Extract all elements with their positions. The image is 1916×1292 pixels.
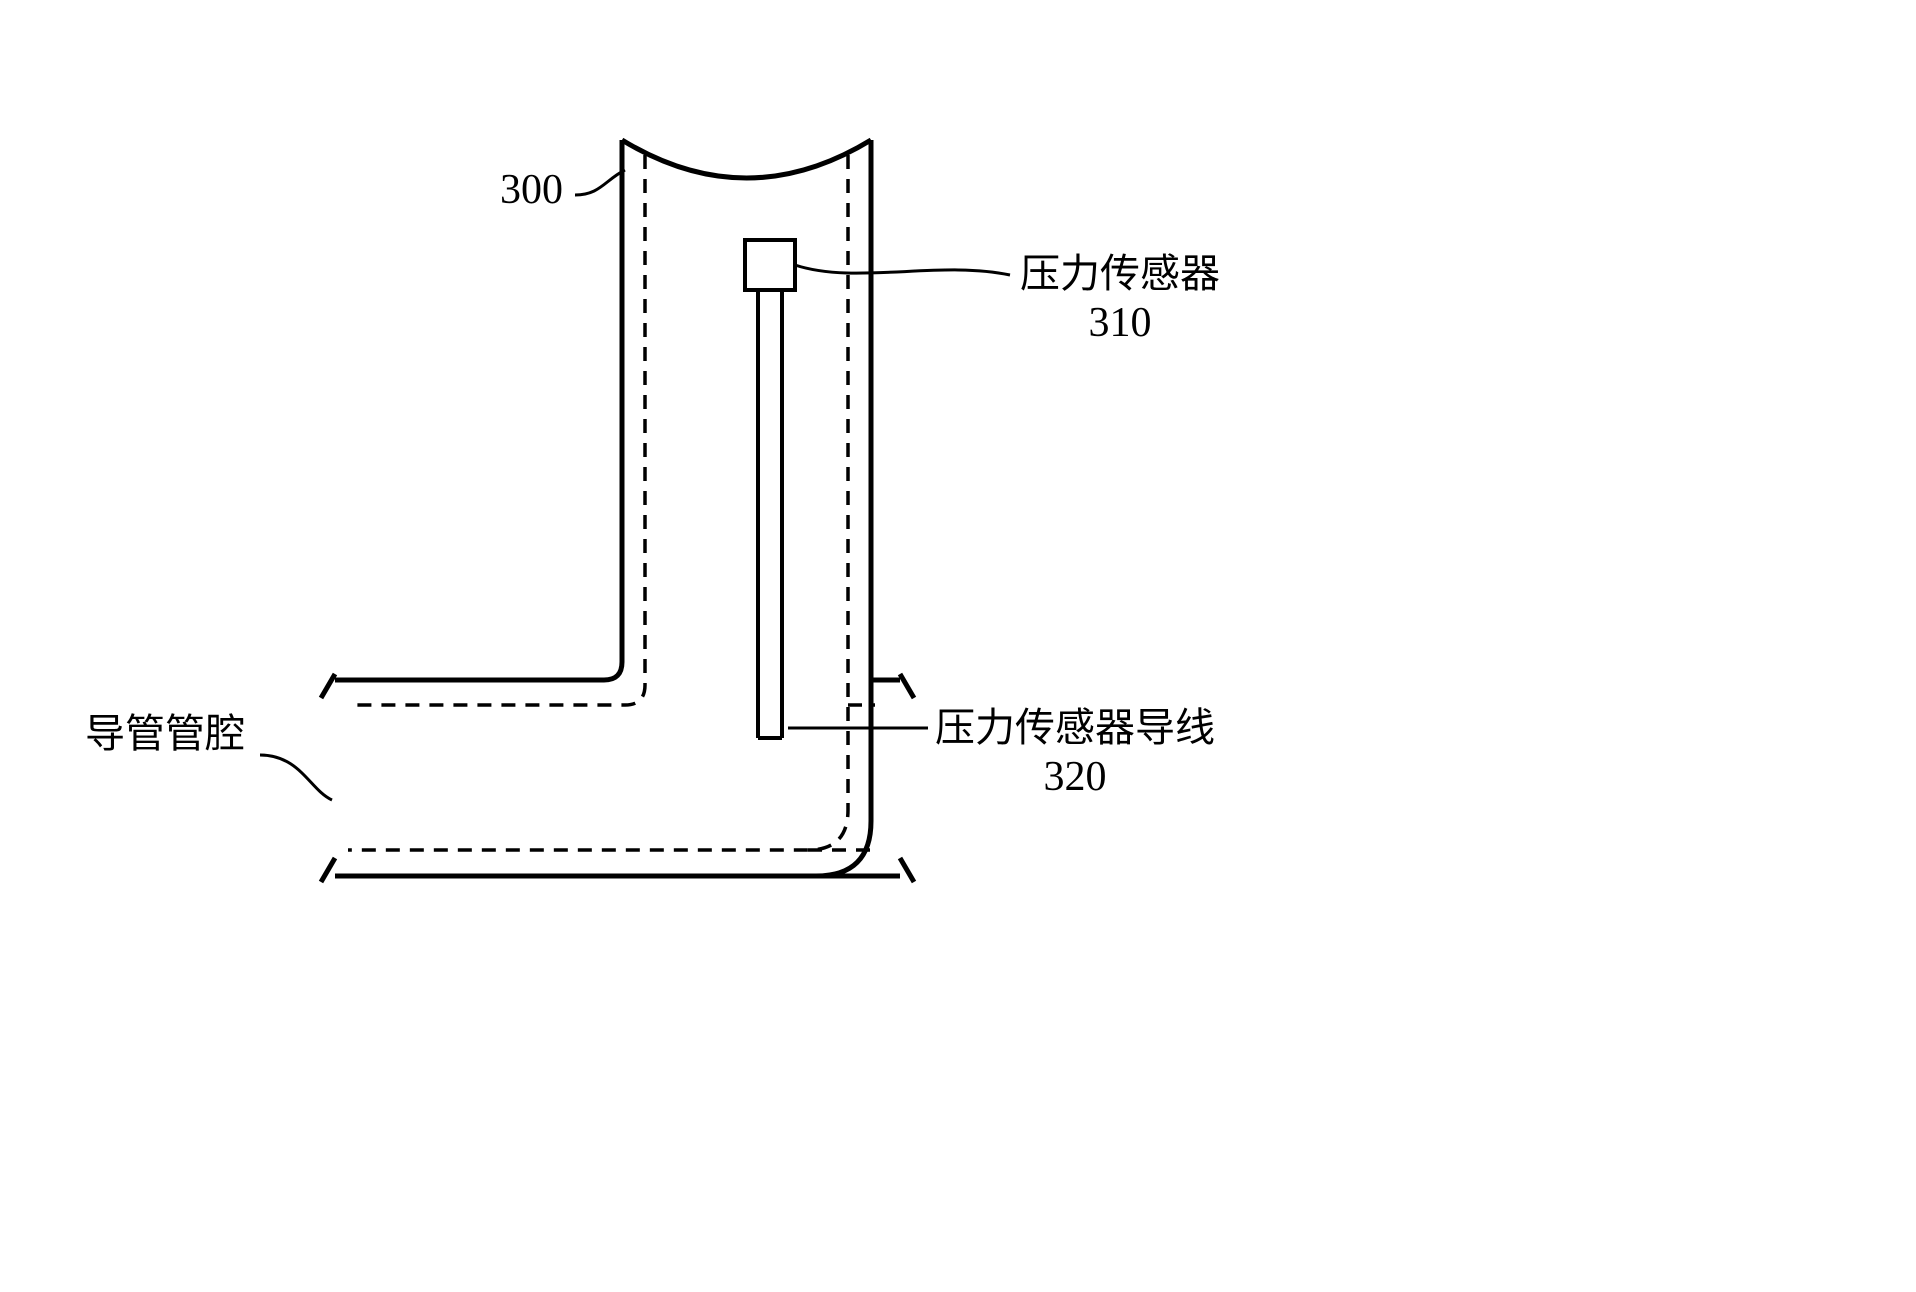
break-left-top xyxy=(321,674,335,698)
label-lumen: 导管管腔 xyxy=(85,710,245,758)
ref-320: 320 xyxy=(935,752,1215,802)
leader-310 xyxy=(795,265,1010,275)
ref-300: 300 xyxy=(500,165,563,215)
label-sensor: 压力传感器 310 xyxy=(1020,250,1220,348)
label-lumen-text: 导管管腔 xyxy=(85,711,245,756)
lumen-inner-L xyxy=(348,155,645,705)
break-left-bot xyxy=(321,858,335,882)
top-arc xyxy=(622,140,871,178)
label-wire: 压力传感器导线 320 xyxy=(935,704,1215,802)
patent-diagram xyxy=(0,0,1916,1292)
ref-310: 310 xyxy=(1020,298,1220,348)
pressure-sensor xyxy=(745,240,795,290)
outline-inner-L xyxy=(335,140,622,680)
leader-lumen xyxy=(260,755,332,800)
label-sensor-text: 压力传感器 xyxy=(1020,251,1220,296)
break-right-top xyxy=(900,674,914,698)
leader-300 xyxy=(575,170,625,195)
break-right-bot xyxy=(900,858,914,882)
label-wire-text: 压力传感器导线 xyxy=(935,705,1215,750)
label-body-ref: 300 xyxy=(500,165,563,215)
